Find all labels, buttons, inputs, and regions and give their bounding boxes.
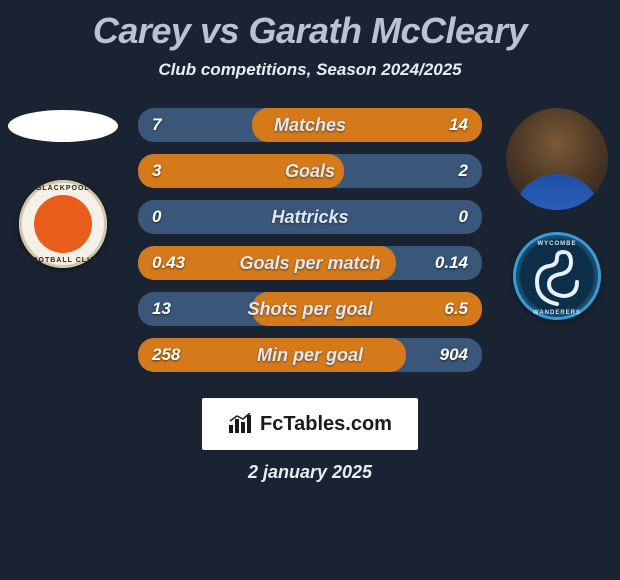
footer-date: 2 january 2025 <box>0 462 620 483</box>
stat-value-right: 2 <box>459 161 468 181</box>
brand-chart-icon <box>228 413 254 435</box>
stat-row: Min per goal 258 904 <box>138 338 482 372</box>
stat-value-left: 0.43 <box>152 253 185 273</box>
stat-value-left: 7 <box>152 115 161 135</box>
stat-value-left: 13 <box>152 299 171 319</box>
stat-value-left: 258 <box>152 345 180 365</box>
badge-inner-icon <box>34 195 92 253</box>
badge-ring-text-bottom: WANDERERS <box>533 310 581 316</box>
club-badge-wycombe: WYCOMBE WANDERERS <box>513 232 601 320</box>
swan-icon: WYCOMBE WANDERERS <box>513 232 601 320</box>
brand-label: FcTables.com <box>260 413 392 436</box>
stat-value-left: 3 <box>152 161 161 181</box>
stat-value-right: 0.14 <box>435 253 468 273</box>
stat-row: Matches 7 14 <box>138 108 482 142</box>
page-subtitle: Club competitions, Season 2024/2025 <box>0 60 620 80</box>
stat-row: Goals per match 0.43 0.14 <box>138 246 482 280</box>
stat-row: Shots per goal 13 6.5 <box>138 292 482 326</box>
stat-label: Goals per match <box>239 253 380 274</box>
stat-row: Goals 3 2 <box>138 154 482 188</box>
badge-text-bottom: FOOTBALL CLUB <box>27 257 99 264</box>
stat-label: Goals <box>285 161 335 182</box>
stat-value-right: 6.5 <box>444 299 468 319</box>
infographic-root: Carey vs Garath McCleary Club competitio… <box>0 0 620 483</box>
stat-value-left: 0 <box>152 207 161 227</box>
player-left-column: BLACKPOOL FOOTBALL CLUB <box>8 108 118 268</box>
stat-value-right: 904 <box>440 345 468 365</box>
player-left-avatar <box>8 110 118 142</box>
stat-row: Hattricks 0 0 <box>138 200 482 234</box>
club-badge-blackpool: BLACKPOOL FOOTBALL CLUB <box>19 180 107 268</box>
stat-value-right: 14 <box>449 115 468 135</box>
stat-label: Min per goal <box>257 345 363 366</box>
badge-text-top: BLACKPOOL <box>36 185 89 192</box>
player-right-column: WYCOMBE WANDERERS <box>502 108 612 320</box>
brand-badge: FcTables.com <box>202 398 418 450</box>
stat-label: Shots per goal <box>247 299 372 320</box>
badge-ring-text-top: WYCOMBE <box>538 241 577 247</box>
page-title: Carey vs Garath McCleary <box>0 10 620 52</box>
stat-label: Hattricks <box>271 207 348 228</box>
stat-label: Matches <box>274 115 346 136</box>
stat-value-right: 0 <box>459 207 468 227</box>
player-right-avatar <box>506 108 608 210</box>
stats-table: Matches 7 14 Goals 3 2 Hattricks 0 0 Goals per ma… <box>138 108 482 384</box>
comparison-main: BLACKPOOL FOOTBALL CLUB Matches 7 14 Goals 3… <box>0 108 620 388</box>
